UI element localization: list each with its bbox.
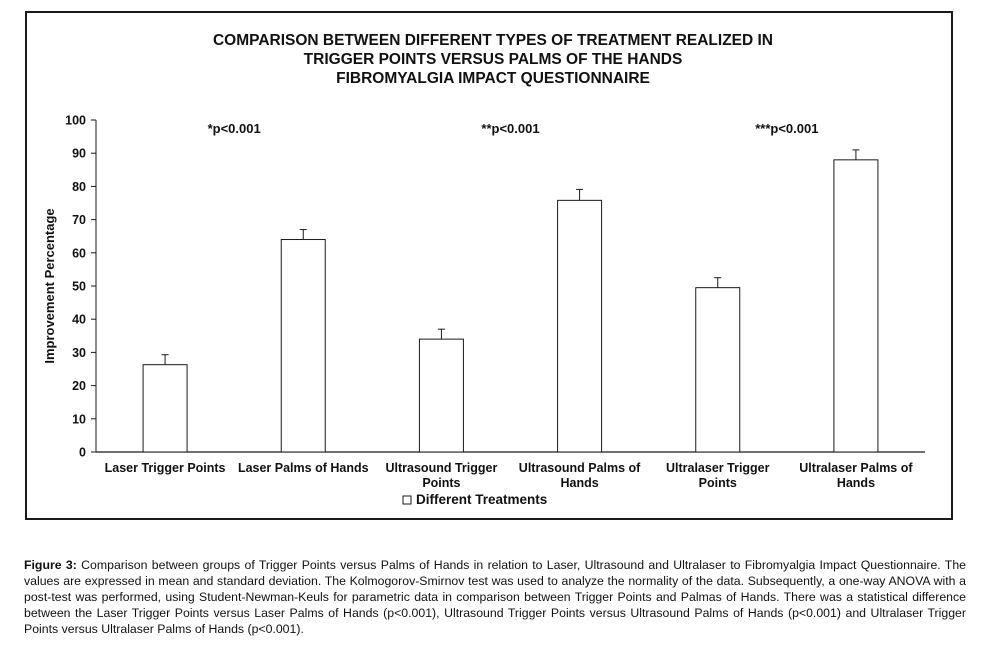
y-tick-label-0: 0: [79, 446, 86, 460]
y-axis-title: Improvement Percentage: [42, 208, 57, 363]
y-tick-label-20: 20: [72, 379, 86, 393]
x-category-label-6-line-2: Hands: [837, 476, 875, 490]
caption-text: Comparison between groups of Trigger Poi…: [24, 558, 966, 636]
chart-title-line-2: TRIGGER POINTS VERSUS PALMS OF THE HANDS: [304, 51, 683, 68]
y-tick-label-60: 60: [72, 246, 86, 260]
significance-label-1: *p<0.001: [208, 121, 261, 136]
figure-caption: Figure 3: Comparison between groups of T…: [24, 557, 966, 637]
x-category-label-4-line-1: Ultrasound Palms of: [519, 461, 641, 475]
significance-label-3: ***p<0.001: [755, 121, 818, 136]
y-tick-label-80: 80: [72, 180, 86, 194]
y-tick-label-100: 100: [65, 114, 86, 128]
x-category-label-3-line-2: Points: [422, 476, 460, 490]
y-tick-label-40: 40: [72, 313, 86, 327]
y-tick-label-30: 30: [72, 346, 86, 360]
bar-2: [280, 239, 326, 453]
x-category-label-3-line-1: Ultrasound Trigger: [386, 461, 498, 475]
legend-label: Different Treatments: [416, 492, 547, 507]
bar-4: [557, 199, 603, 453]
x-category-label-2: Laser Palms of Hands: [238, 461, 369, 475]
chart-title-line-3: FIBROMYALGIA IMPACT QUESTIONNAIRE: [336, 70, 650, 87]
y-tick-label-50: 50: [72, 280, 86, 294]
y-tick-label-10: 10: [72, 412, 86, 426]
bar-3: [418, 338, 464, 453]
y-tick-label-70: 70: [72, 213, 86, 227]
x-category-label-5-line-2: Points: [699, 476, 737, 490]
chart-frame: COMPARISON BETWEEN DIFFERENT TYPES OF TR…: [25, 11, 953, 520]
bar-6: [833, 159, 879, 453]
x-category-label-4-line-2: Hands: [560, 476, 598, 490]
x-category-label-6-line-1: Ultralaser Palms of: [799, 461, 913, 475]
bar-chart: COMPARISON BETWEEN DIFFERENT TYPES OF TR…: [42, 32, 925, 507]
significance-label-2: **p<0.001: [481, 121, 539, 136]
legend-swatch: [402, 495, 412, 505]
bar-5: [695, 287, 741, 453]
bar-1: [142, 364, 188, 453]
x-category-label-5-line-1: Ultralaser Trigger: [666, 461, 770, 475]
y-tick-label-90: 90: [72, 147, 86, 161]
caption-label: Figure 3:: [24, 558, 77, 572]
chart-title-line-1: COMPARISON BETWEEN DIFFERENT TYPES OF TR…: [213, 32, 773, 49]
x-category-label-1: Laser Trigger Points: [105, 461, 226, 475]
